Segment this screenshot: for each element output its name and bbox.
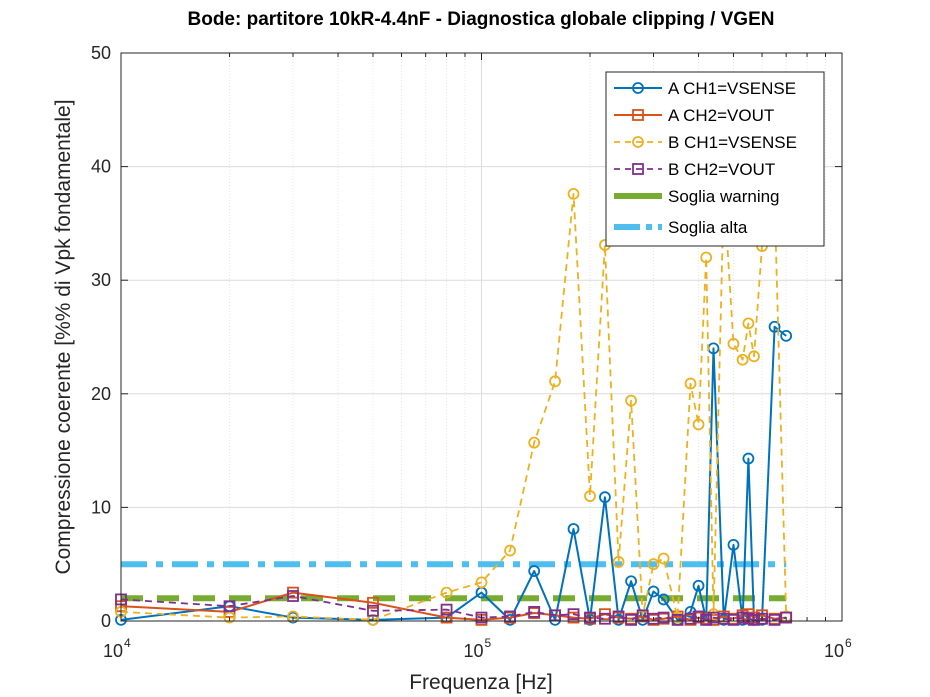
data-point [692,579,705,592]
data-point [528,436,541,449]
data-point [475,576,488,589]
legend-box [605,71,825,247]
data-point [768,613,781,626]
legend-label: A CH2=VOUT [668,106,774,125]
series-3 [115,590,793,626]
legend-label: Soglia warning [668,187,780,206]
data-point [727,337,740,350]
x-tick-label: 10 5 [463,636,491,661]
y-tick-label: 10 [91,497,111,517]
data-point [223,600,236,613]
data-point [625,575,637,588]
legend-label: B CH1=VSENSE [668,133,797,152]
legend-marker [632,163,644,175]
y-tick-label: 50 [91,43,111,63]
data-point [657,593,670,606]
data-point [647,558,660,571]
data-point [567,187,580,200]
data-point [756,612,768,625]
data-point [367,596,379,609]
data-point [504,544,516,557]
data-point [440,586,453,599]
data-point [584,490,596,502]
data-point [528,606,541,618]
legend-label: A CH1=VSENSE [668,79,796,98]
data-point [684,377,697,390]
y-tick-label: 40 [91,157,111,177]
data-point [567,608,580,621]
data-point [599,612,611,625]
data-point [742,452,755,465]
threshold-lines [121,561,787,602]
legend: A CH1=VSENSE A CH2=VOUT B CH1=VSENSE B CH2=… [605,71,825,247]
data-point [700,613,713,626]
data-point [549,375,561,388]
data-point [768,320,781,333]
x-tick-label-exponent: 5 [485,636,492,650]
data-point [549,609,561,622]
series-layer [115,183,793,626]
legend-label: Soglia alta [668,218,748,237]
data-point [742,317,755,330]
data-point [727,538,740,551]
data-point [736,353,749,366]
legend-marker [632,136,644,148]
data-point [692,418,705,431]
data-point [748,613,760,626]
legend-entry: A CH1=VSENSE [614,79,796,98]
legend-entry: B CH2=VOUT [614,160,775,179]
x-tick-label-base: 10 [103,641,123,661]
data-point [528,565,541,577]
x-tick-label-base: 10 [824,641,844,661]
series-line [120,188,788,621]
legend-entry: A CH2=VOUT [614,106,774,125]
y-tick-label: 20 [91,384,111,404]
legend-marker [632,82,644,94]
data-point [671,613,684,626]
data-point [780,329,793,342]
data-point [625,394,637,407]
x-tick-label: 10 4 [103,636,131,661]
data-point [440,611,453,624]
data-point [748,350,760,363]
x-tick-label-exponent: 6 [845,636,852,650]
data-point [657,611,670,624]
data-point [657,552,670,565]
data-point [440,603,453,616]
legend-marker [632,109,644,121]
data-point [367,613,379,626]
data-point [567,523,580,535]
legend-label: B CH2=VOUT [668,160,775,179]
data-point [584,611,596,624]
legend-entry: Soglia warning [614,187,780,206]
data-point [287,590,299,602]
series-line [120,325,787,621]
legend-entry: B CH1=VSENSE [614,133,797,152]
chart-title: Bode: partitore 10kR-4.4nF - Diagnostica… [188,9,775,30]
data-point [367,604,379,617]
data-point [684,612,697,625]
data-point [612,556,625,568]
data-point [475,611,488,624]
x-tick-label-exponent: 4 [124,636,131,650]
x-axis-label: Frequenza [Hz] [409,671,553,694]
y-tick-label: 30 [91,270,111,290]
x-tick-label-base: 10 [463,641,483,661]
legend-entry: Soglia alta [614,218,748,237]
data-point [223,611,236,624]
data-point [625,613,637,626]
y-axis-label: Compressione coerente [%% di Vpk fondame… [52,99,75,574]
data-point [780,611,793,624]
data-point [599,491,611,504]
data-point [700,251,713,264]
y-tick-label: 0 [101,611,111,631]
x-tick-label: 10 6 [824,636,852,661]
